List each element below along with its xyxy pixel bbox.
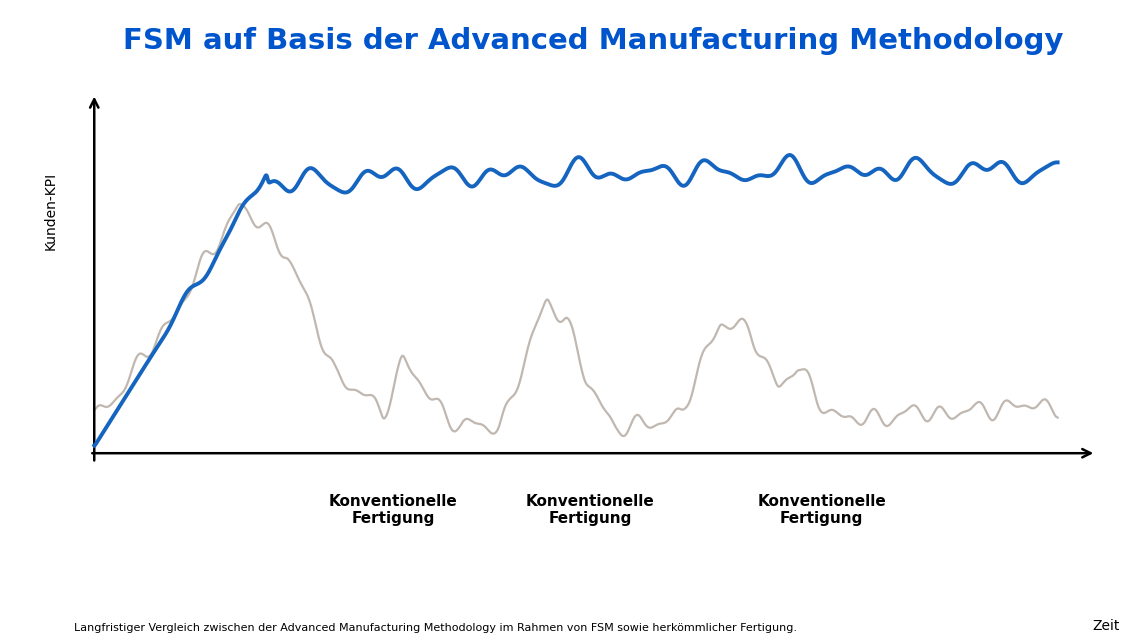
Text: Konventionelle
Fertigung: Konventionelle Fertigung	[328, 494, 457, 526]
Text: Konventionelle
Fertigung: Konventionelle Fertigung	[526, 494, 654, 526]
Text: Kunden-KPI: Kunden-KPI	[44, 172, 58, 251]
Text: Langfristiger Vergleich zwischen der Advanced Manufacturing Methodology im Rahme: Langfristiger Vergleich zwischen der Adv…	[74, 623, 797, 633]
Text: Zeit: Zeit	[1092, 619, 1119, 633]
Text: Konventionelle
Fertigung: Konventionelle Fertigung	[757, 494, 886, 526]
Title: FSM auf Basis der Advanced Manufacturing Methodology: FSM auf Basis der Advanced Manufacturing…	[122, 27, 1062, 55]
